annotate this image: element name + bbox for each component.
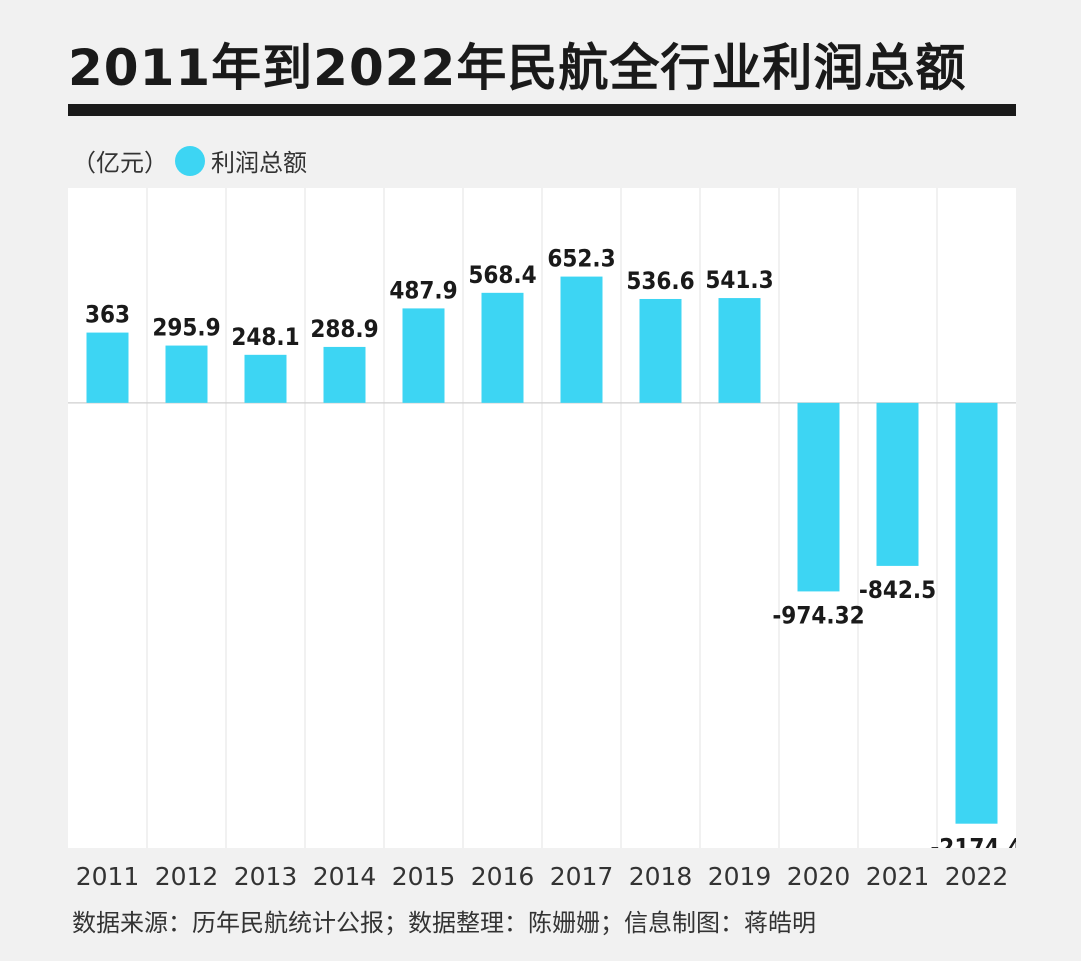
x-axis: 2011 2012 2013 2014 2015 2016 2017 2018 2019 2020…: [76, 862, 1009, 891]
legend-swatch: [175, 145, 205, 176]
unit-label: （亿元）: [72, 149, 168, 177]
x-tick-2016: 2016: [471, 862, 535, 891]
x-tick-2018: 2018: [629, 862, 693, 891]
data-label-2020: -974.32: [772, 601, 864, 629]
x-tick-2021: 2021: [866, 862, 930, 891]
bar-2014: [323, 346, 366, 403]
bar-2020: [797, 402, 840, 592]
x-tick-2017: 2017: [550, 862, 614, 891]
x-tick-2011: 2011: [76, 862, 140, 891]
x-tick-2014: 2014: [313, 862, 377, 891]
data-label-2021: -842.5: [859, 576, 936, 604]
legend-label: 利润总额: [211, 149, 307, 177]
chart-title: 2011年到2022年民航全行业利润总额: [68, 39, 967, 97]
source-note: 数据来源：历年民航统计公报；数据整理：陈姗姗；信息制图：蒋皓明: [72, 909, 816, 937]
bar-2017: [560, 276, 603, 403]
x-tick-2022: 2022: [945, 862, 1009, 891]
bar-2012: [165, 345, 208, 403]
data-label-2022: -2174.4: [930, 834, 1016, 848]
data-label-2019: 541.3: [705, 266, 773, 294]
bar-chart: 363 295.9 248.1 288.9 487.9 568.4 652.3 536.6 54…: [68, 188, 1016, 848]
plot-area: 363 295.9 248.1 288.9 487.9 568.4 652.3 536.6 54…: [68, 188, 1016, 848]
bar-2013: [244, 354, 287, 403]
data-label-2017: 652.3: [547, 245, 615, 273]
x-tick-2012: 2012: [155, 862, 219, 891]
data-label-2014: 288.9: [310, 315, 378, 343]
x-tick-2013: 2013: [234, 862, 298, 891]
x-tick-2020: 2020: [787, 862, 851, 891]
data-label-2015: 487.9: [389, 276, 457, 304]
data-label-2012: 295.9: [152, 314, 220, 342]
x-tick-2015: 2015: [392, 862, 456, 891]
data-label-2011: 363: [85, 301, 130, 329]
legend: 利润总额: [175, 143, 307, 178]
bar-2016: [481, 292, 524, 403]
x-tick-2019: 2019: [708, 862, 772, 891]
bar-2019: [718, 298, 761, 403]
bar-2018: [639, 298, 682, 403]
data-label-2018: 536.6: [626, 267, 694, 295]
data-label-2013: 248.1: [231, 323, 299, 351]
title-rule: [68, 104, 1016, 116]
bar-2021: [876, 402, 919, 566]
bar-2015: [402, 308, 445, 403]
bar-2011: [86, 332, 129, 403]
bar-2022: [955, 402, 998, 824]
data-label-2016: 568.4: [468, 261, 536, 289]
